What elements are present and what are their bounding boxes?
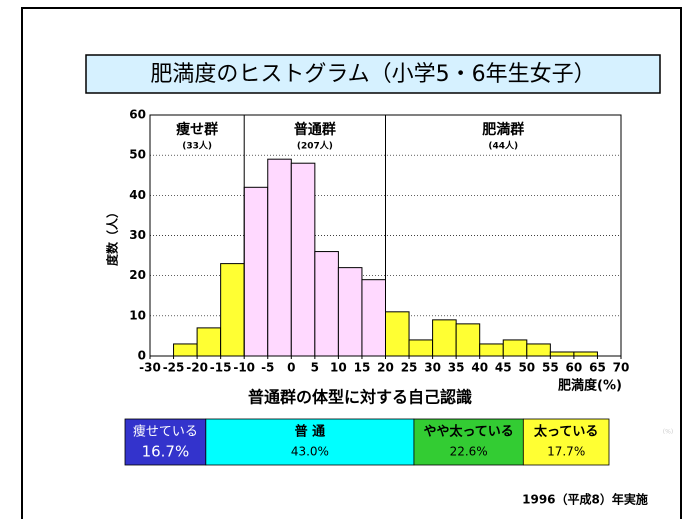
- bar: [337, 267, 363, 357]
- x-tick-label: -15: [210, 361, 232, 375]
- x-tick-label: -10: [233, 361, 255, 375]
- x-tick-label: 40: [471, 361, 488, 375]
- segment-value: 16.7%: [142, 443, 190, 461]
- group-name: 普通群: [294, 121, 336, 138]
- x-tick-label: 15: [354, 361, 371, 375]
- y-tick-label: 60: [129, 108, 146, 122]
- bar: [173, 343, 198, 357]
- x-axis-label: 肥満度(%): [558, 378, 622, 394]
- bar: [455, 323, 481, 357]
- plot-frame: [149, 114, 622, 357]
- x-tick-label: 20: [377, 361, 394, 375]
- y-tick-label: 20: [129, 268, 146, 282]
- group-count: (44人): [488, 140, 518, 152]
- bar: [526, 343, 551, 357]
- bar: [314, 251, 339, 357]
- bar-segment: [413, 418, 524, 466]
- x-tick-label: 55: [542, 361, 559, 375]
- footer: 1996（平成8）年実施: [522, 492, 648, 507]
- bar-segment: [205, 418, 415, 466]
- x-tick-label: -30: [139, 361, 161, 375]
- y-tick-label: 30: [129, 228, 146, 242]
- x-tick-label: 30: [424, 361, 441, 375]
- segment-name: 普 通: [295, 424, 326, 440]
- x-tick-label: 60: [566, 361, 583, 375]
- unit-note: (%): [663, 429, 673, 436]
- bar: [196, 327, 222, 357]
- x-tick-label: 5: [311, 361, 319, 375]
- bar: [549, 351, 575, 357]
- y-tick-label: 50: [129, 148, 146, 162]
- group-name: 痩せ群: [176, 121, 218, 138]
- bar: [385, 311, 410, 357]
- bar: [267, 158, 292, 357]
- x-tick-label: 10: [330, 361, 347, 375]
- x-tick-label: 50: [518, 361, 535, 375]
- segment-value: 17.7%: [547, 445, 585, 459]
- bar: [220, 263, 245, 357]
- chart-title: 肥満度のヒストグラム（小学5・6年生女子）: [150, 62, 595, 87]
- bar: [243, 186, 269, 357]
- segment-name: 痩せている: [133, 424, 198, 440]
- bar: [573, 351, 598, 357]
- y-tick-label: 0: [138, 349, 146, 363]
- bar: [361, 279, 387, 357]
- bar: [290, 162, 316, 357]
- segment-value: 22.6%: [450, 445, 488, 459]
- x-tick-label: 35: [448, 361, 465, 375]
- group-name: 肥満群: [482, 121, 524, 138]
- segment-name: やや太っている: [423, 424, 513, 440]
- x-tick-label: 65: [589, 361, 606, 375]
- bar: [432, 319, 457, 357]
- bar: [408, 339, 434, 357]
- x-tick-label: -5: [261, 361, 274, 375]
- group-count: (33人): [182, 140, 212, 152]
- bar-segment: [522, 418, 610, 466]
- x-tick-label: 0: [287, 361, 295, 375]
- title-box: [85, 54, 661, 94]
- bar: [502, 339, 528, 357]
- group-count: (207人): [297, 140, 333, 152]
- bar: [479, 343, 504, 357]
- x-tick-label: 45: [495, 361, 512, 375]
- x-tick-label: -25: [163, 361, 185, 375]
- segment-name: 太っている: [533, 424, 598, 440]
- x-tick-label: 70: [613, 361, 630, 375]
- x-tick-label: -20: [186, 361, 208, 375]
- subtitle: 普通群の体型に対する自己認識: [248, 388, 472, 407]
- x-tick-label: 25: [401, 361, 418, 375]
- y-tick-label: 10: [129, 308, 146, 322]
- y-tick-label: 40: [129, 188, 146, 202]
- y-axis-label: 度数（人）: [105, 206, 120, 266]
- segment-value: 43.0%: [291, 445, 329, 459]
